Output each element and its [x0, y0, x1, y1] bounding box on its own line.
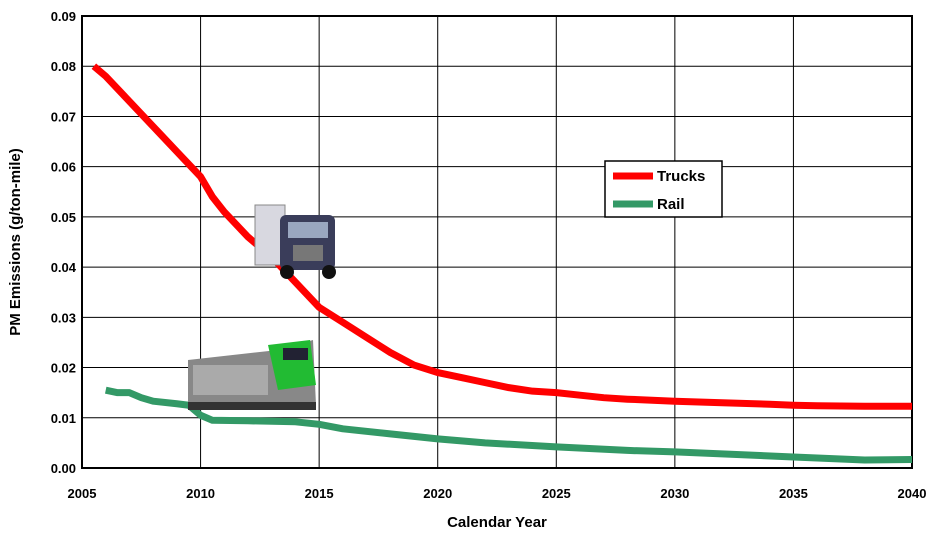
plot-border	[81, 15, 913, 469]
y-tick-label: 0.00	[51, 461, 76, 476]
x-tick-label: 2010	[186, 486, 215, 501]
legend: Trucks Rail	[604, 160, 723, 218]
y-axis-label: PM Emissions (g/ton-mile)	[7, 148, 24, 336]
truck-icon	[254, 204, 336, 279]
train-icon	[188, 340, 316, 410]
x-tick-label: 2035	[779, 486, 808, 501]
legend-label: Rail	[657, 196, 685, 213]
x-axis-label: Calendar Year	[447, 514, 547, 531]
y-tick-label: 0.02	[51, 361, 76, 376]
x-tick-label: 2020	[423, 486, 452, 501]
x-tick-label: 2030	[660, 486, 689, 501]
line	[91, 63, 912, 410]
y-tick-label: 0.09	[51, 9, 76, 24]
line	[104, 386, 913, 464]
legend-label: Trucks	[657, 168, 705, 185]
legend-box	[604, 160, 723, 218]
x-tick-label: 2015	[305, 486, 334, 501]
y-tick-label: 0.06	[51, 160, 76, 175]
y-tick-label: 0.07	[51, 109, 76, 124]
y-tick-label: 0.05	[51, 210, 76, 225]
x-tick-label: 2040	[898, 486, 927, 501]
y-tick-label: 0.01	[51, 411, 76, 426]
y-tick-label: 0.08	[51, 59, 76, 74]
x-tick-label: 2025	[542, 486, 571, 501]
x-tick-label: 2005	[68, 486, 97, 501]
plot-area: 0.00 0.01 0.02 0.03 0.04 0.05 0.06 0.07 0.08 0.09…	[51, 9, 927, 501]
y-tick-label: 0.04	[51, 260, 77, 275]
y-tick-label: 0.03	[51, 310, 76, 325]
